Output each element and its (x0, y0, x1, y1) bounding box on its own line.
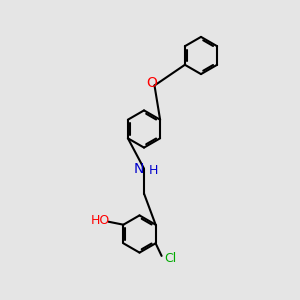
Text: H: H (149, 164, 158, 177)
Text: N: N (134, 162, 144, 176)
Text: Cl: Cl (164, 252, 176, 266)
Text: HO: HO (90, 214, 110, 227)
Text: O: O (147, 76, 158, 90)
